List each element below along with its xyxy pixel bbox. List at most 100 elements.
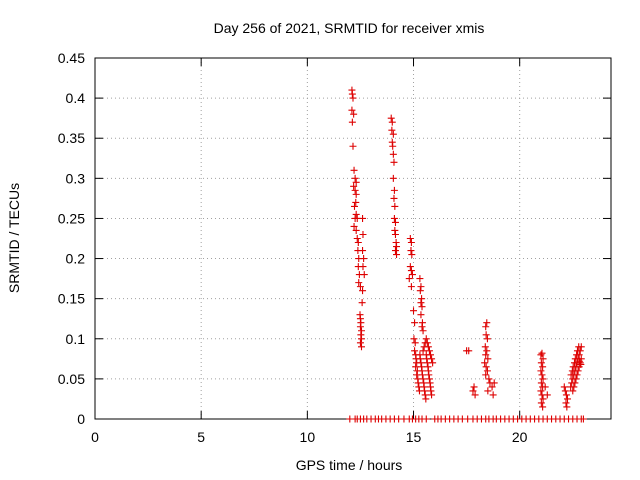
data-point-plus (471, 391, 479, 399)
data-point-plus (357, 327, 365, 335)
data-point-plus (569, 363, 577, 371)
data-point-plus (483, 347, 491, 355)
data-point-plus (390, 186, 398, 194)
data-point-plus (482, 323, 490, 331)
data-point-plus (422, 395, 430, 403)
data-point-plus (541, 383, 549, 391)
data-point-plus (406, 235, 414, 242)
data-point-plus (393, 251, 401, 259)
data-point-plus (567, 371, 575, 379)
data-point-plus (416, 355, 424, 363)
data-point-plus (411, 319, 419, 327)
data-point-plus (356, 283, 364, 291)
data-point-plus (537, 367, 545, 375)
x-tick-label: 15 (406, 429, 422, 445)
data-point-plus (428, 391, 436, 399)
data-point-plus (539, 395, 547, 403)
data-point-plus (352, 226, 360, 234)
data-point-plus (421, 387, 429, 395)
y-tick-label: 0.1 (66, 331, 86, 347)
data-point-plus (356, 323, 364, 331)
data-point-plus (350, 110, 358, 118)
data-point-plus (417, 359, 425, 367)
data-point-plus (482, 371, 490, 379)
y-tick-labels: 0 0.05 0.1 0.15 0.2 0.25 0.3 0.35 0.4 0.45 (58, 50, 85, 427)
x-axis-label: GPS time / hours (296, 457, 403, 473)
data-point-plus (349, 142, 357, 150)
y-tick-label: 0.45 (58, 50, 85, 66)
y-tick-label: 0.25 (58, 210, 85, 226)
data-point-plus (390, 194, 398, 202)
data-point-plus (350, 182, 358, 190)
data-point-plus (359, 247, 367, 255)
data-point-plus (356, 339, 364, 347)
data-point-plus (390, 214, 398, 222)
data-point-plus (485, 375, 493, 383)
data-point-plus (350, 222, 358, 230)
data-point-plus (538, 371, 546, 379)
data-point-plus (354, 239, 362, 247)
data-point-plus (393, 243, 401, 251)
data-point-plus (576, 359, 584, 367)
data-point-plus (579, 415, 587, 423)
data-point-plus (539, 403, 547, 411)
data-point-plus (391, 247, 399, 255)
y-tick-label: 0.15 (58, 291, 85, 307)
data-point-plus (537, 351, 545, 359)
y-tick-label: 0.4 (66, 90, 86, 106)
data-point-plus (539, 375, 547, 383)
data-point-plus (573, 347, 581, 355)
y-axis-label: SRMTID / TECUs (6, 183, 22, 293)
data-point-plus (418, 295, 426, 303)
data-point-plus (573, 371, 581, 379)
data-point-plus (348, 106, 356, 114)
data-points (346, 86, 587, 423)
data-point-plus (411, 339, 419, 347)
data-point-plus (575, 363, 583, 371)
data-point-plus (388, 126, 396, 134)
data-point-plus (562, 399, 570, 407)
x-tick-label: 0 (91, 429, 99, 445)
data-point-plus (417, 311, 425, 319)
data-point-plus (408, 251, 416, 259)
data-point-plus (389, 130, 397, 138)
data-point-plus (425, 371, 433, 379)
data-point-plus (571, 355, 579, 363)
data-point-plus (481, 359, 489, 367)
data-point-plus (538, 349, 546, 357)
data-point-plus (352, 210, 360, 218)
data-point-plus (419, 327, 427, 335)
data-point-plus (421, 339, 429, 347)
axis-ticks (94, 57, 611, 420)
data-point-plus (482, 331, 490, 339)
data-point-plus (389, 142, 397, 150)
y-tick-label: 0.05 (58, 371, 85, 387)
data-point-plus (407, 239, 415, 247)
data-point-plus (352, 198, 360, 206)
data-point-plus (488, 383, 496, 391)
y-tick-label: 0.3 (66, 170, 86, 186)
data-point-plus (360, 255, 368, 263)
data-point-plus (418, 323, 426, 331)
data-point-plus (563, 395, 571, 403)
data-point-plus (537, 379, 545, 387)
data-point-plus (574, 367, 582, 375)
data-point-plus (389, 174, 397, 182)
data-point-plus (429, 359, 437, 367)
plot-frame (94, 57, 612, 420)
data-point-plus (483, 367, 491, 375)
data-point-plus (351, 174, 359, 182)
data-point-plus (348, 118, 356, 126)
data-point-plus (358, 299, 366, 307)
data-point-plus (350, 166, 358, 174)
data-point-plus (419, 375, 427, 383)
data-point-plus (410, 335, 418, 343)
data-point-plus (422, 335, 430, 343)
data-point-plus (407, 267, 415, 275)
data-point-plus (357, 343, 365, 351)
data-point-plus (351, 186, 359, 194)
data-point-plus (350, 202, 358, 210)
data-point-plus (417, 283, 425, 291)
data-point-plus (388, 118, 396, 126)
data-point-plus (422, 415, 430, 423)
